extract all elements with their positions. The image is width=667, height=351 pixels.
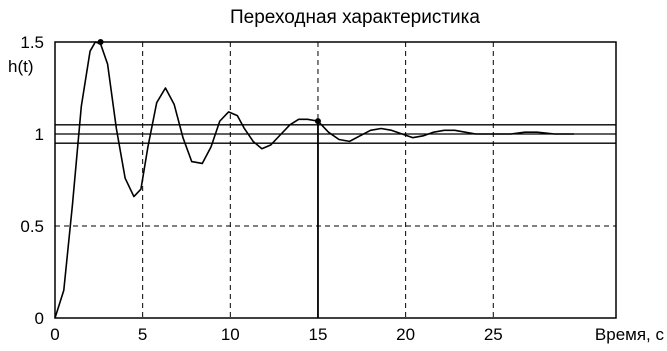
chart-title: Переходная характеристика [230,7,480,28]
data-point-marker [97,39,104,45]
y-tick-label: 0.5 [20,217,44,236]
x-tick-label: 0 [50,325,59,344]
x-tick-label: 10 [221,325,240,344]
y-axis-label: h(t) [8,57,34,76]
y-tick-label: 1.5 [20,33,44,52]
y-tick-label: 1 [35,125,44,144]
x-tick-label: 15 [309,325,328,344]
x-tick-label: 20 [396,325,415,344]
y-tick-label: 0 [35,309,44,328]
data-point-marker [314,118,321,125]
x-axis-label: Время, с [595,325,665,344]
plot-area: 0 5 10 15 20 25 0 0.5 1 1.5 [20,33,617,344]
plot-frame [54,41,617,319]
x-tick-label: 5 [138,325,147,344]
series-line [54,41,574,319]
x-tick-label: 25 [484,325,503,344]
